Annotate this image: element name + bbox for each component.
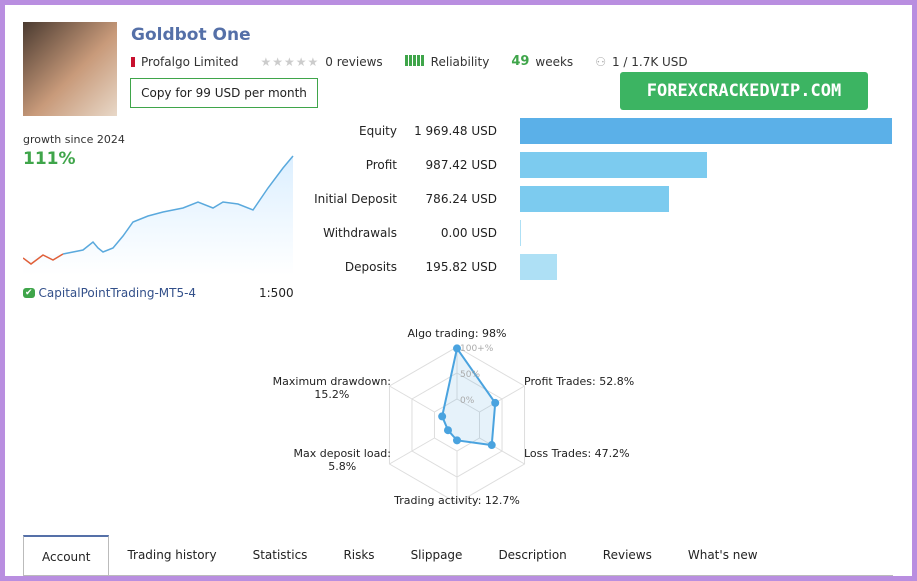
server-name: CapitalPointTrading-MT5-4 [38, 286, 197, 300]
stat-label: Equity [359, 124, 397, 138]
stat-bar [520, 220, 521, 246]
weeks-value: 49 [511, 54, 530, 69]
radar-point[interactable] [453, 344, 461, 353]
tab-item[interactable]: Statistics [252, 548, 308, 562]
radar-ring-label: 100+% [460, 344, 494, 354]
tab-item[interactable]: Trading history [127, 548, 217, 562]
stat-bar [520, 152, 707, 178]
stat-bar [520, 118, 893, 144]
avatar [23, 22, 117, 116]
tab-item[interactable]: What's new [687, 548, 758, 562]
flag-icon [131, 56, 135, 67]
radar-label: Profit Trades: 52.8% [524, 375, 634, 388]
radar-label-text: Trading activity: 12.7% [394, 494, 520, 507]
tab-bar: Account Trading history Statistics Risks Sli… [23, 535, 776, 576]
stat-label: Initial Deposit [314, 192, 397, 206]
radar-label-value: 5.8% [328, 460, 357, 473]
leverage: 1:500 [259, 286, 294, 300]
drawdown-line [23, 253, 64, 265]
stat-row: Withdrawals 0.00 USD [285, 220, 497, 246]
radar-chart: 100+% 50% 0% [388, 344, 526, 504]
tab-item[interactable]: Slippage [410, 548, 463, 562]
stat-value: 1 969.48 USD [414, 124, 497, 138]
signal-page: Goldbot One Profalgo Limited ★★★★★ 0 rev… [5, 5, 912, 576]
radar-label-text: Loss Trades: 47.2% [524, 447, 630, 460]
radar-label-text: Maximum drawdown: [272, 375, 391, 388]
stat-bar [520, 254, 557, 280]
signal-title[interactable]: Goldbot One [131, 25, 251, 45]
stat-row: Equity 1 969.48 USD [285, 118, 497, 144]
radar-label: Max deposit load: 5.8% [293, 447, 391, 473]
stat-row: Deposits 195.82 USD [285, 254, 497, 280]
growth-label: growth since 2024 [23, 133, 125, 146]
stat-value: 786.24 USD [425, 192, 497, 206]
radar-label-value: 15.2% [314, 388, 350, 401]
reliability-bars-icon [404, 54, 425, 69]
radar-point[interactable] [487, 441, 496, 450]
tab-item[interactable]: Reviews [602, 548, 652, 562]
radar-label-text: Profit Trades: 52.8% [524, 375, 635, 388]
radar-label-text: Max deposit load: [293, 447, 391, 460]
stat-label: Deposits [344, 260, 397, 274]
growth-value: 111% [23, 149, 76, 169]
tab-item[interactable]: Account [23, 535, 110, 576]
growth-chart[interactable] [23, 150, 295, 275]
radar-point[interactable] [453, 436, 461, 445]
reviews-link[interactable]: 0 reviews [325, 54, 383, 69]
radar-label-text: Algo trading: 98% [407, 327, 507, 340]
signal-meta: Profalgo Limited ★★★★★ 0 reviews Reliabi… [131, 54, 688, 69]
stat-value: 195.82 USD [425, 260, 497, 274]
verified-check-icon: ✔ [23, 288, 35, 298]
tab-item[interactable]: Description [498, 548, 567, 562]
radar-label: Loss Trades: 47.2% [524, 447, 630, 460]
radar-label: Trading activity: 12.7% [394, 494, 520, 507]
radar-label: Maximum drawdown: 15.2% [273, 375, 391, 401]
stars-icon: ★★★★★ [260, 54, 320, 69]
radar-point[interactable] [443, 426, 452, 435]
growth-line [62, 155, 294, 255]
radar-ring-label: 0% [460, 396, 475, 406]
radar-point[interactable] [438, 412, 447, 421]
server-info[interactable]: ✔ CapitalPointTrading-MT5-4 [23, 286, 196, 300]
radar-point[interactable] [491, 398, 500, 407]
watermark: FOREXCRACKEDVIP.COM [620, 72, 868, 110]
tab-item[interactable]: Risks [343, 548, 375, 562]
stat-value: 0.00 USD [440, 226, 497, 240]
radar-label: Algo trading: 98% [407, 327, 506, 340]
weeks-label: weeks [535, 54, 574, 69]
copy-button[interactable]: Copy for 99 USD per month [130, 78, 318, 108]
stat-row: Profit 987.42 USD [285, 152, 497, 178]
stat-bar [520, 186, 669, 212]
stat-label: Profit [365, 158, 397, 172]
subscribers-value: 1 / 1.7K USD [611, 54, 688, 69]
author-link[interactable]: Profalgo Limited [141, 54, 239, 69]
stat-value: 987.42 USD [425, 158, 497, 172]
stat-row: Initial Deposit 786.24 USD [285, 186, 497, 212]
stat-label: Withdrawals [323, 226, 397, 240]
radar-ring-label: 50% [460, 370, 480, 380]
reliability-label: Reliability [430, 54, 490, 69]
subscribers-icon: ⚇ [595, 54, 606, 69]
